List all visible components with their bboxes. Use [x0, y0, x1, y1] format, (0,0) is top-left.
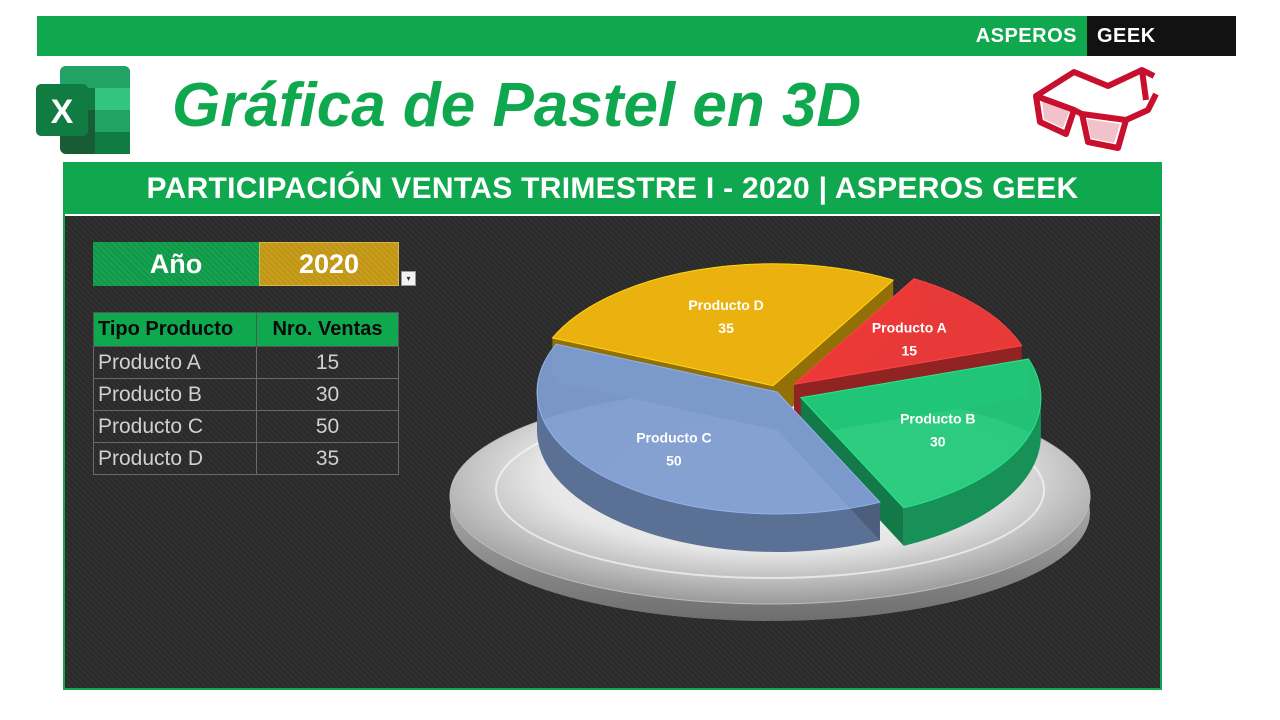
- table-row: Producto A 15: [93, 346, 399, 379]
- pie-slice-top: [799, 358, 1042, 509]
- brand-badge: ASPEROS GEEK: [937, 16, 1236, 56]
- brand-asperos: ASPEROS: [975, 24, 1077, 47]
- brand-geek: GEEK: [1087, 16, 1236, 56]
- data-label-name: Producto A: [872, 320, 947, 336]
- pie-slice-side: [537, 392, 880, 552]
- 3d-glasses-icon: [1033, 67, 1159, 151]
- data-label-value: 50: [666, 453, 682, 469]
- table-cell-product: Producto A: [93, 346, 257, 379]
- dashboard-panel: PARTICIPACIÓN VENTAS TRIMESTRE I - 2020 …: [63, 162, 1162, 690]
- data-label-value: 35: [718, 320, 734, 336]
- data-label-name: Producto C: [636, 430, 711, 446]
- panel-header: PARTICIPACIÓN VENTAS TRIMESTRE I - 2020 …: [65, 164, 1160, 216]
- data-label-value: 30: [930, 433, 946, 449]
- data-label-name: Producto B: [900, 410, 975, 426]
- table-row: Producto D 35: [93, 442, 399, 475]
- data-label-name: Producto D: [688, 297, 763, 313]
- table-cell-sales: 15: [256, 346, 399, 379]
- pie-slice-top: [792, 278, 1023, 386]
- pie-slice-producto-c: [536, 343, 881, 552]
- table-cell-sales: 35: [256, 442, 399, 475]
- page-title: Gráfica de Pastel en 3D: [172, 71, 862, 140]
- pie-slice-side: [903, 397, 1041, 546]
- pie-chart: Producto D 35 Producto A 15 Producto B 30 Prod…: [449, 263, 1091, 621]
- table-cell-product: Producto C: [93, 410, 257, 443]
- top-banner: ASPEROS GEEK: [37, 16, 1236, 56]
- table-cell-product: Producto D: [93, 442, 257, 475]
- dropdown-arrow-icon[interactable]: ▾: [401, 271, 416, 286]
- pie-slice-top: [536, 343, 881, 515]
- year-select[interactable]: 2020: [259, 242, 399, 286]
- table-cell-product: Producto B: [93, 378, 257, 411]
- table-header-product: Tipo Producto: [93, 312, 257, 347]
- year-label: Año: [93, 242, 259, 286]
- pie-slice-top: [551, 263, 895, 387]
- table-row: Producto C 50: [93, 410, 399, 443]
- sales-table: Tipo Producto Nro. Ventas Producto A 15 …: [93, 312, 399, 475]
- data-label-value: 15: [902, 343, 918, 359]
- svg-text:X: X: [51, 93, 74, 131]
- excel-logo-icon: X: [36, 66, 130, 154]
